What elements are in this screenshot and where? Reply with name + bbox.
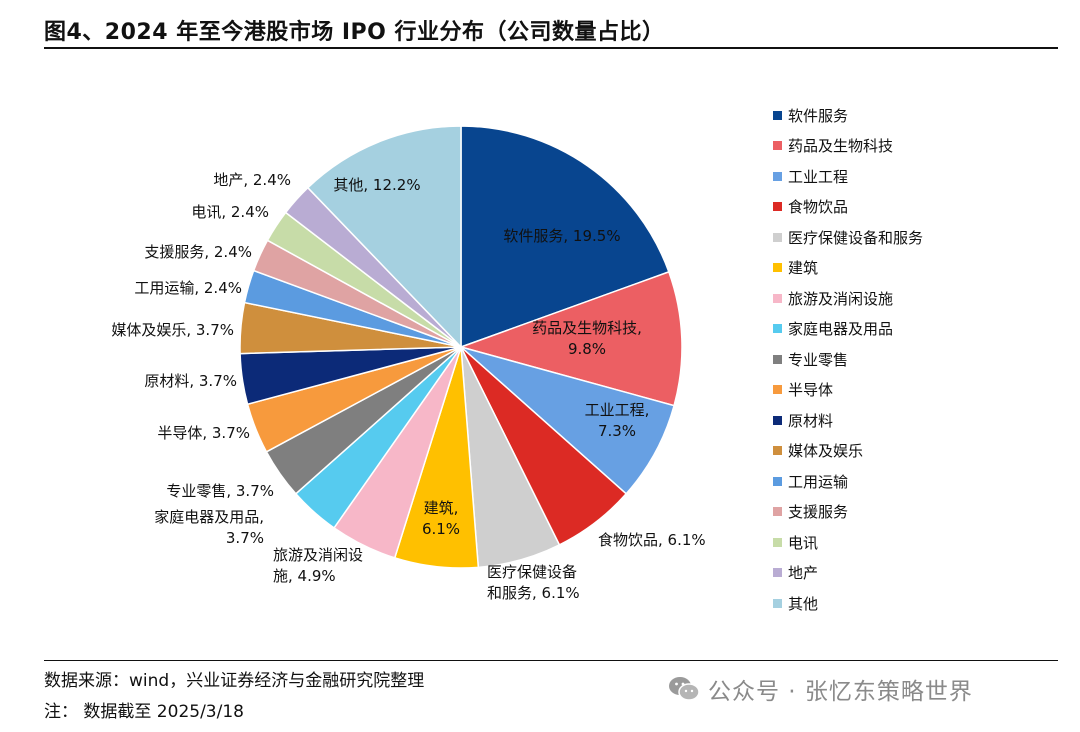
title-divider (44, 47, 1058, 49)
legend-label: 食物饮品 (788, 198, 849, 217)
legend-swatch (773, 598, 782, 608)
footer-divider (44, 660, 1058, 661)
watermark: 公众号 · 张忆东策略世界 (668, 672, 973, 706)
legend-label: 药品及生物科技 (788, 137, 894, 156)
legend-swatch (773, 537, 782, 547)
legend-swatch (773, 293, 782, 303)
legend-swatch (773, 507, 782, 517)
legend-item-8: 家庭电器及用品 (773, 314, 923, 345)
legend-item-1: 软件服务 (773, 100, 923, 131)
legend-label: 半导体 (788, 381, 834, 400)
legend-swatch (773, 263, 782, 273)
legend-item-4: 食物饮品 (773, 192, 923, 223)
legend-swatch (773, 171, 782, 181)
legend-label: 软件服务 (788, 106, 849, 125)
legend-item-13: 工用运输 (773, 466, 923, 497)
legend-item-3: 工业工程 (773, 161, 923, 192)
pie-slice-1 (460, 125, 670, 349)
legend-swatch (773, 446, 782, 456)
legend-label: 电讯 (788, 533, 819, 552)
legend-swatch (773, 415, 782, 425)
wechat-icon (669, 677, 700, 701)
chart-title: 图4、2024 年至今港股市场 IPO 行业分布（公司数量占比） (44, 20, 665, 45)
slice-label-9: 专业零售, 3.7% (166, 482, 274, 500)
slice-label-14: 支援服务, 2.4% (144, 243, 252, 261)
legend-label: 地产 (788, 564, 819, 583)
legend-swatch (773, 202, 782, 212)
legend-item-11: 原材料 (773, 405, 923, 436)
legend-label: 工业工程 (788, 167, 849, 186)
legend-item-5: 医疗保健设备和服务 (773, 222, 923, 253)
legend-swatch (773, 324, 782, 334)
legend-label: 媒体及娱乐 (788, 442, 864, 461)
legend-label: 专业零售 (788, 350, 849, 369)
legend-swatch (773, 110, 782, 120)
legend-label: 原材料 (788, 411, 834, 430)
legend-label: 其他 (788, 594, 819, 613)
pie-slice-2 (458, 270, 683, 407)
legend-label: 建筑 (788, 259, 819, 278)
pie-slice-17 (306, 125, 462, 349)
legend-label: 支援服务 (788, 503, 849, 522)
legend-label: 医疗保健设备和服务 (788, 228, 924, 247)
slice-labels: 软件服务, 19.5% 药品及生物科技, 9.8% 工业工程, 7.3% 食物饮品, 6.… (111, 171, 705, 602)
slice-label-5: 医疗保健设备和服务, 6.1% (487, 563, 580, 602)
legend-swatch (773, 141, 782, 151)
legend-item-2: 药品及生物科技 (773, 131, 923, 162)
legend-item-12: 媒体及娱乐 (773, 436, 923, 467)
legend-swatch (773, 385, 782, 395)
data-source: 数据来源：wind，兴业证券经济与金融研究院整理 (44, 671, 425, 691)
legend-swatch (773, 354, 782, 364)
slice-label-11: 原材料, 3.7% (144, 372, 237, 390)
legend-item-17: 其他 (773, 588, 923, 619)
slice-label-6: 建筑, 6.1% (422, 499, 460, 538)
legend-item-16: 地产 (773, 558, 923, 589)
slice-label-10: 半导体, 3.7% (157, 424, 250, 442)
slice-label-16: 地产, 2.4% (213, 171, 291, 189)
slice-label-15: 电讯, 2.4% (191, 203, 269, 221)
legend-item-6: 建筑 (773, 253, 923, 284)
legend-item-7: 旅游及消闲设施 (773, 283, 923, 314)
chart-legend: 软件服务药品及生物科技 工业工程食物饮品医疗保健设备和服务 建筑旅游及消闲设施 家庭电… (773, 100, 923, 619)
legend-swatch (773, 476, 782, 486)
pie-slices (239, 125, 683, 569)
legend-label: 旅游及消闲设施 (788, 289, 894, 308)
slice-label-7: 旅游及消闲设施, 4.9% (273, 546, 363, 585)
slice-label-4: 食物饮品, 6.1% (598, 531, 706, 549)
legend-item-9: 专业零售 (773, 344, 923, 375)
legend-label: 家庭电器及用品 (788, 320, 894, 339)
pie-chart: 软件服务, 19.5% 药品及生物科技, 9.8% 工业工程, 7.3% 食物饮品, 6.… (111, 125, 706, 602)
slice-label-12: 媒体及娱乐, 3.7% (111, 321, 234, 339)
legend-swatch (773, 568, 782, 578)
watermark-text: 公众号 · 张忆东策略世界 (708, 679, 973, 705)
slice-label-13: 工用运输, 2.4% (134, 279, 242, 297)
data-note: 注： 数据截至 2025/3/18 (44, 702, 244, 722)
pie-slice-3 (460, 346, 676, 495)
legend-item-14: 支援服务 (773, 497, 923, 528)
legend-label: 工用运输 (788, 472, 849, 491)
legend-item-15: 电讯 (773, 527, 923, 558)
slice-label-1: 软件服务, 19.5% (503, 227, 620, 245)
slice-label-17: 其他, 12.2% (333, 176, 420, 194)
slice-label-3: 工业工程, 7.3% (585, 401, 650, 440)
legend-swatch (773, 232, 782, 242)
slice-label-2: 药品及生物科技, 9.8% (532, 319, 642, 358)
slice-label-8: 家庭电器及用品, 3.7% (154, 508, 264, 547)
legend-item-10: 半导体 (773, 375, 923, 406)
